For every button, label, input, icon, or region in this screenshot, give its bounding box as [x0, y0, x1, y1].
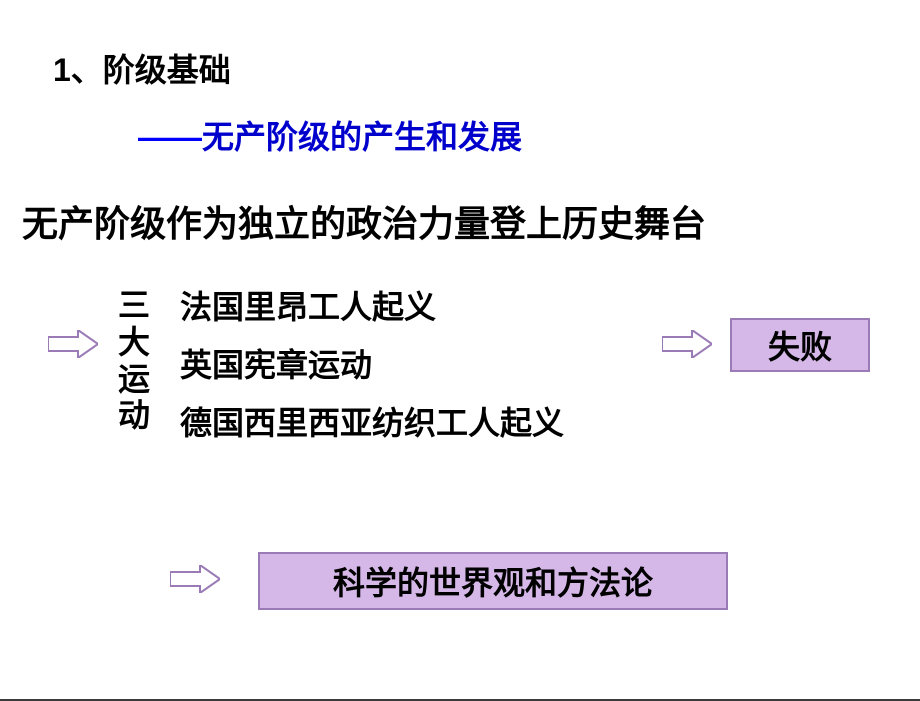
arrow-icon — [48, 330, 98, 358]
subtitle-dash: —— — [138, 119, 202, 155]
fail-box: 失败 — [730, 318, 870, 372]
movements-list: 法国里昂工人起义 英国宪章运动 德国西里西亚纺织工人起义 — [180, 282, 564, 456]
movement-item: 德国西里西亚纺织工人起义 — [180, 398, 564, 444]
arrow-icon — [662, 330, 712, 358]
movement-item: 法国里昂工人起义 — [180, 282, 564, 328]
vertical-label: 三大运动 — [115, 287, 153, 434]
arrow-right-icon — [48, 330, 98, 358]
arrow-right-icon — [170, 565, 220, 593]
movement-item: 英国宪章运动 — [180, 340, 564, 386]
subtitle: ——无产阶级的产生和发展 — [138, 112, 522, 158]
method-box: 科学的世界观和方法论 — [258, 552, 728, 610]
vertical-label-text: 三大运动 — [118, 287, 150, 433]
arrow-right-icon — [662, 330, 712, 358]
stage-text: 无产阶级作为独立的政治力量登上历史舞台 — [22, 195, 706, 247]
subtitle-text: 无产阶级的产生和发展 — [202, 119, 522, 155]
arrow-icon — [170, 565, 220, 593]
section-heading: 1、阶级基础 — [53, 45, 231, 91]
